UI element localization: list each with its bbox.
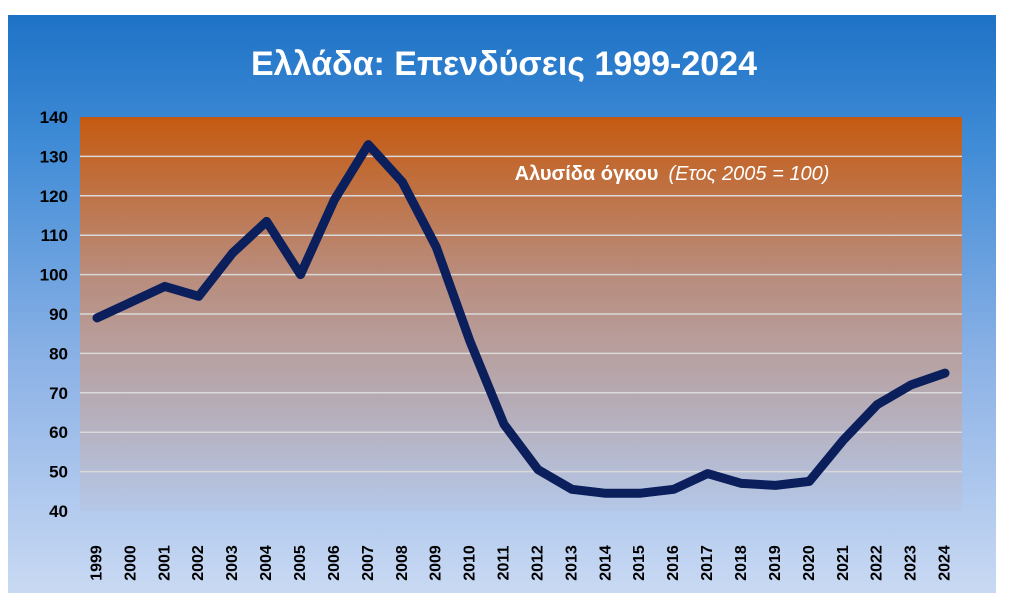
data-point-2020 [808, 480, 811, 483]
x-tick-label: 2011 [496, 546, 513, 581]
data-point-2013 [570, 488, 573, 491]
annotation-sub: (Ετος 2005 = 100) [668, 163, 829, 185]
x-tick-label: 2015 [631, 545, 648, 581]
data-point-2011 [503, 423, 506, 426]
x-tick-label: 2024 [937, 545, 954, 581]
x-tick-label: 2022 [869, 545, 886, 581]
y-tick-label: 100 [40, 266, 68, 285]
data-point-2014 [604, 492, 607, 495]
data-point-2001 [163, 285, 166, 288]
data-point-2010 [469, 340, 472, 343]
y-tick-label: 40 [49, 502, 68, 521]
x-tick-label: 2003 [224, 545, 241, 581]
y-tick-label: 80 [49, 344, 68, 363]
x-tick-label: 2008 [394, 545, 411, 581]
data-point-2004 [265, 220, 268, 223]
x-tick-label: 2002 [190, 545, 207, 581]
chart-title: Ελλάδα: Επενδύσεις 1999-2024 [251, 45, 757, 83]
data-point-2005 [299, 273, 302, 276]
x-tick-label: 2017 [699, 545, 716, 581]
y-tick-label: 90 [49, 305, 68, 324]
y-tick-label: 120 [40, 187, 68, 206]
chart-annotation: Αλυσίδα όγκου (Ετος 2005 = 100) [515, 163, 830, 185]
x-tick-label: 2005 [292, 545, 309, 581]
chart-frame: Ελλάδα: Επενδύσεις 1999-2024 40 50 60 70 80 9… [8, 15, 996, 593]
data-point-2018 [740, 482, 743, 485]
x-tick-label: 2018 [733, 545, 750, 581]
x-tick-label: 2020 [801, 545, 818, 581]
data-points [95, 143, 947, 495]
x-tick-label: 2000 [122, 545, 139, 581]
x-tick-label: 2016 [665, 545, 682, 581]
chart-canvas: Ελλάδα: Επενδύσεις 1999-2024 40 50 60 70 80 9… [40, 45, 962, 581]
y-tick-label: 70 [49, 384, 68, 403]
series-line-investment [92, 140, 950, 498]
data-point-2024 [944, 372, 947, 375]
y-tick-label: 60 [49, 423, 68, 442]
data-point-2021 [842, 439, 845, 442]
x-tick-label: 2014 [597, 545, 614, 581]
data-point-1999 [95, 316, 98, 319]
x-axis-ticks: 1999 2000 2001 2002 2003 2004 2005 2006 2007 2008… [88, 545, 953, 581]
data-point-2000 [129, 301, 132, 304]
gridlines [80, 155, 962, 473]
x-tick-label: 2001 [156, 545, 173, 581]
annotation-main: Αλυσίδα όγκου [515, 163, 659, 185]
y-axis-ticks: 40 50 60 70 80 90 100 110 120 130 140 [40, 108, 68, 521]
data-point-2012 [536, 468, 539, 471]
x-tick-label: 2009 [428, 545, 445, 581]
data-point-2003 [231, 251, 234, 254]
x-tick-label: 2023 [903, 545, 920, 581]
data-point-2019 [774, 484, 777, 487]
data-point-2015 [638, 492, 641, 495]
data-point-2007 [367, 143, 370, 146]
x-tick-label: 2013 [563, 545, 580, 581]
x-tick-label: 2012 [529, 545, 546, 581]
x-tick-label: 1999 [88, 545, 105, 581]
data-point-2022 [876, 403, 879, 406]
y-tick-label: 110 [41, 226, 68, 245]
x-tick-label: 2019 [767, 545, 784, 581]
data-point-2009 [435, 246, 438, 249]
x-tick-label: 2007 [360, 545, 377, 581]
y-tick-label: 50 [49, 463, 68, 482]
y-tick-label: 140 [40, 108, 68, 127]
data-point-2008 [401, 181, 404, 184]
x-tick-label: 2006 [326, 545, 343, 581]
x-tick-label: 2004 [258, 545, 275, 581]
data-point-2006 [333, 198, 336, 201]
data-point-2016 [672, 488, 675, 491]
data-point-2017 [706, 472, 709, 475]
data-point-2002 [197, 295, 200, 298]
data-point-2023 [910, 383, 913, 386]
x-tick-label: 2021 [835, 545, 852, 581]
x-tick-label: 2010 [462, 545, 479, 581]
y-tick-label: 130 [40, 147, 68, 166]
